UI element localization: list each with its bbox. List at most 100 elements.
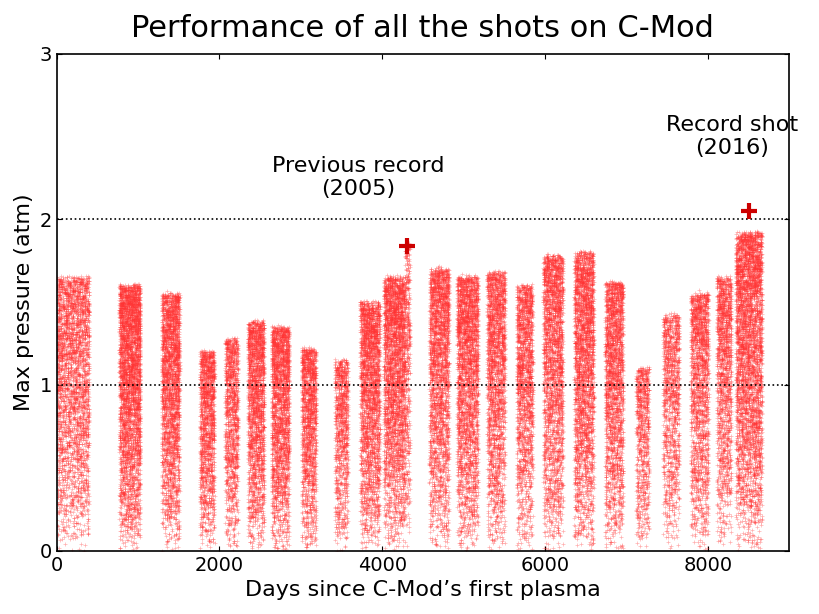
Point [497, 286, 510, 295]
Point [206, 427, 219, 437]
Point [698, 309, 711, 319]
Point [120, 319, 133, 329]
Point [377, 403, 390, 413]
Point [129, 344, 142, 354]
Point [367, 331, 380, 341]
Point [359, 370, 372, 379]
Point [519, 298, 532, 308]
Point [600, 304, 613, 314]
Point [452, 278, 465, 287]
Point [165, 299, 178, 309]
Point [710, 319, 723, 328]
Point [461, 371, 474, 381]
Point [130, 504, 143, 514]
Point [371, 354, 384, 363]
Point [368, 477, 381, 487]
Point [545, 261, 558, 271]
Point [541, 427, 554, 437]
Point [247, 381, 260, 391]
Point [253, 352, 266, 362]
Point [600, 518, 613, 528]
Point [718, 371, 731, 381]
Point [606, 295, 619, 305]
Point [379, 330, 392, 340]
Point [229, 338, 242, 348]
Point [610, 403, 623, 413]
Point [246, 415, 259, 425]
Point [378, 404, 391, 414]
Point [56, 344, 69, 354]
Point [397, 296, 410, 306]
Point [457, 297, 470, 307]
Point [495, 422, 509, 432]
Point [739, 261, 752, 271]
Point [127, 298, 140, 308]
Point [584, 428, 597, 438]
Point [741, 417, 754, 427]
Point [729, 439, 742, 449]
Point [297, 360, 310, 370]
Point [252, 442, 265, 452]
Point [274, 396, 287, 406]
Point [362, 303, 375, 313]
Point [273, 410, 286, 419]
Point [749, 280, 762, 290]
Point [394, 308, 407, 317]
Point [435, 397, 448, 407]
Point [301, 401, 314, 411]
Point [710, 321, 723, 331]
Point [222, 385, 235, 395]
Point [572, 408, 586, 418]
Point [636, 418, 649, 428]
Point [536, 341, 550, 351]
Point [395, 372, 408, 382]
Point [423, 325, 437, 335]
Point [253, 379, 266, 389]
Point [57, 340, 70, 350]
Point [230, 504, 243, 514]
Point [740, 492, 753, 502]
Point [399, 428, 412, 438]
Point [494, 325, 507, 335]
Point [390, 311, 403, 321]
Point [695, 316, 708, 325]
Point [373, 333, 386, 343]
Point [394, 494, 407, 504]
Point [362, 476, 375, 486]
Point [549, 262, 562, 271]
Point [439, 395, 452, 405]
Point [309, 503, 322, 513]
Point [77, 460, 90, 470]
Point [451, 424, 464, 434]
Point [555, 509, 568, 519]
Point [128, 349, 141, 359]
Point [169, 502, 182, 511]
Point [736, 252, 749, 262]
Point [225, 395, 238, 405]
Point [366, 433, 379, 443]
Point [555, 300, 568, 309]
Point [172, 410, 185, 419]
Point [459, 347, 472, 357]
Point [298, 473, 311, 483]
Point [606, 445, 619, 454]
Point [301, 406, 314, 416]
Point [524, 341, 537, 351]
Point [200, 393, 213, 403]
Point [242, 379, 256, 389]
Point [356, 397, 369, 406]
Point [274, 488, 287, 497]
Point [435, 391, 448, 400]
Point [723, 291, 736, 301]
Point [247, 417, 260, 427]
Point [511, 335, 524, 344]
Point [303, 352, 316, 362]
Point [224, 345, 237, 355]
Point [490, 270, 503, 279]
Point [125, 286, 138, 295]
Point [267, 530, 280, 540]
Point [632, 363, 645, 373]
Point [724, 393, 737, 403]
Point [690, 470, 704, 480]
Point [569, 447, 582, 457]
